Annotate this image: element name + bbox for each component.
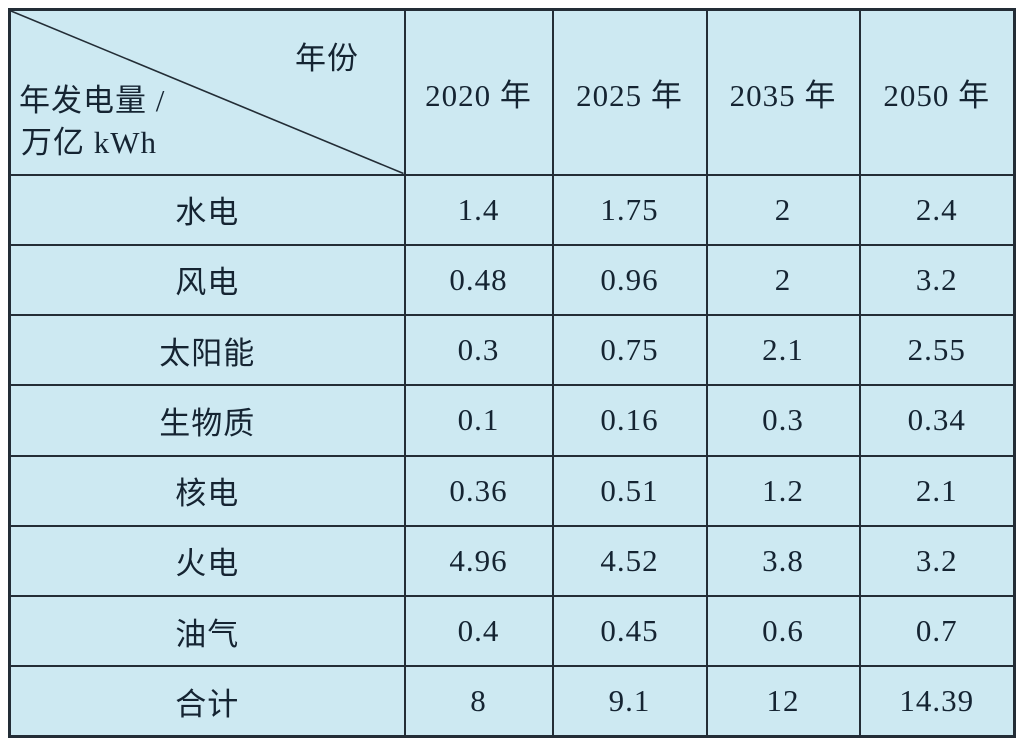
value-cell: 2 [705,243,861,317]
value-cell: 0.51 [551,454,708,527]
value-cell: 0.6 [705,594,861,668]
column-header: 2035 年 [705,8,861,176]
header-row: 年份 年发电量 / 万亿 kWh 2020 年 2025 年 2035 年 2050 … [8,8,1016,176]
table-row: 油气 0.4 0.45 0.6 0.7 [8,594,1016,668]
corner-header-cell: 年份 年发电量 / 万亿 kWh [8,8,406,176]
value-cell: 0.3 [403,313,554,387]
value-cell: 2.1 [858,454,1016,527]
value-cell: 0.45 [551,594,708,668]
value-cell: 0.34 [858,384,1016,457]
value-cell: 9.1 [551,665,708,738]
value-cell: 0.3 [705,384,861,457]
value-cell: 12 [705,665,861,738]
value-cell: 8 [403,665,554,738]
row-label: 核电 [8,454,406,527]
column-header: 2025 年 [551,8,708,176]
corner-label-metric-line1: 年发电量 / [19,83,166,118]
value-cell: 2.4 [858,173,1016,246]
table-row: 火电 4.96 4.52 3.8 3.2 [8,524,1016,598]
value-cell: 2.1 [705,313,861,387]
row-label: 火电 [8,524,406,598]
value-cell: 0.7 [858,594,1016,668]
value-cell: 1.75 [551,173,708,246]
value-cell: 3.2 [858,243,1016,317]
value-cell: 1.2 [705,454,861,527]
value-cell: 4.96 [403,524,554,598]
row-label: 生物质 [8,384,406,457]
generation-table: 年份 年发电量 / 万亿 kWh 2020 年 2025 年 2035 年 2050 … [8,8,1016,738]
value-cell: 0.16 [551,384,708,457]
column-header: 2020 年 [403,8,554,176]
table-row: 合计 8 9.1 12 14.39 [8,665,1016,738]
value-cell: 1.4 [403,173,554,246]
row-label: 风电 [8,243,406,317]
table-row: 核电 0.36 0.51 1.2 2.1 [8,454,1016,527]
column-header: 2050 年 [858,8,1016,176]
value-cell: 2 [705,173,861,246]
row-label: 太阳能 [8,313,406,387]
value-cell: 0.36 [403,454,554,527]
value-cell: 0.1 [403,384,554,457]
value-cell: 0.96 [551,243,708,317]
table-row: 水电 1.4 1.75 2 2.4 [8,173,1016,246]
value-cell: 0.4 [403,594,554,668]
value-cell: 0.75 [551,313,708,387]
corner-label-metric-line2: 万亿 kWh [21,125,158,160]
row-label: 水电 [8,173,406,246]
value-cell: 4.52 [551,524,708,598]
value-cell: 0.48 [403,243,554,317]
row-label: 合计 [8,665,406,738]
diagonal-divider [11,11,404,174]
value-cell: 14.39 [858,665,1016,738]
row-label: 油气 [8,594,406,668]
value-cell: 2.55 [858,313,1016,387]
table-row: 生物质 0.1 0.16 0.3 0.34 [8,384,1016,457]
value-cell: 3.8 [705,524,861,598]
corner-label-year: 年份 [295,41,359,76]
table-row: 太阳能 0.3 0.75 2.1 2.55 [8,313,1016,387]
table-row: 风电 0.48 0.96 2 3.2 [8,243,1016,317]
value-cell: 3.2 [858,524,1016,598]
